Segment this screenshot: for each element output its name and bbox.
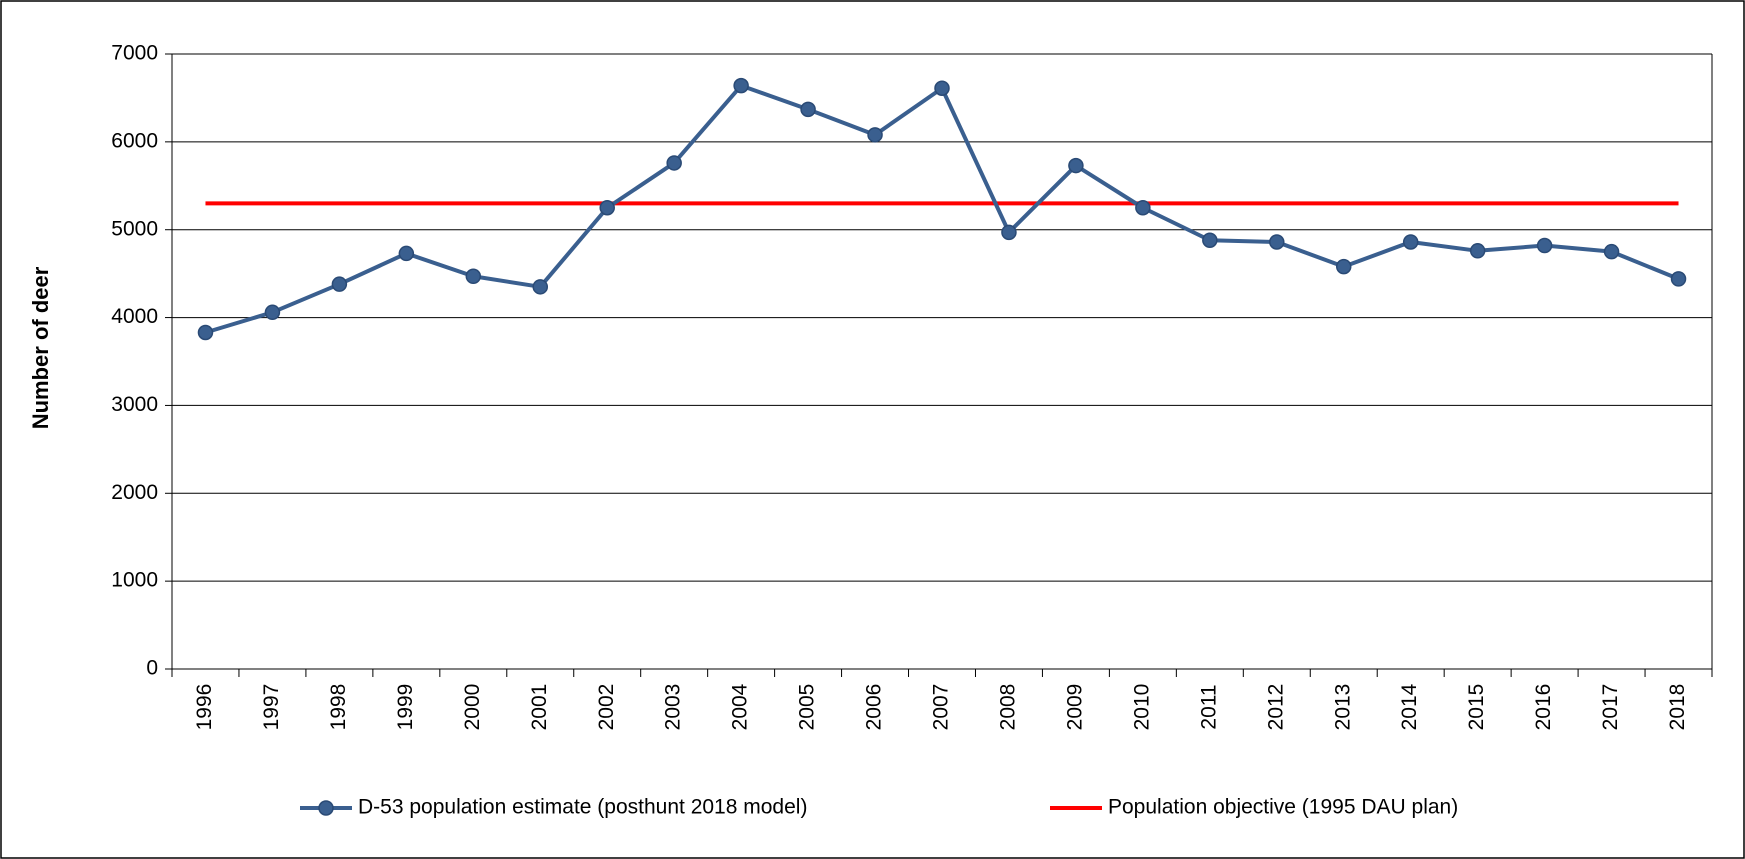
point <box>1469 243 1486 259</box>
x-tick-label: 2014 <box>1398 683 1421 730</box>
point <box>733 77 749 94</box>
point <box>1269 234 1285 250</box>
legend-label: Population objective (1995 DAU plan) <box>1108 796 1458 819</box>
point <box>1068 157 1084 174</box>
x-tick-label: 2006 <box>863 684 886 731</box>
point <box>264 304 281 321</box>
y-tick-label: 2000 <box>111 481 158 504</box>
x-tick-label: 2001 <box>528 684 551 731</box>
x-tick-label: 2007 <box>930 684 953 731</box>
x-tick-label: 2010 <box>1130 684 1153 731</box>
point <box>867 127 883 143</box>
y-tick-label: 0 <box>146 657 158 680</box>
legend-label: D-53 population estimate (posthunt 2018 … <box>358 796 807 819</box>
point <box>331 276 348 292</box>
point <box>398 245 415 262</box>
x-tick-label: 2005 <box>796 684 819 731</box>
y-tick-label: 7000 <box>111 42 158 65</box>
x-tick-label: 2013 <box>1331 684 1354 731</box>
x-tick-label: 2012 <box>1264 684 1287 731</box>
point <box>1536 237 1553 254</box>
x-tick-label: 2003 <box>662 684 685 731</box>
x-tick-label: 2016 <box>1532 684 1555 731</box>
x-tick-label: 2008 <box>997 684 1020 731</box>
x-tick-label: 2015 <box>1465 684 1488 731</box>
y-tick-label: 6000 <box>111 129 158 152</box>
x-tick-label: 1998 <box>327 684 350 731</box>
x-tick-label: 2000 <box>461 684 484 731</box>
point <box>934 80 950 97</box>
point <box>1402 234 1419 250</box>
point <box>1202 232 1218 249</box>
x-tick-label: 2002 <box>595 684 618 731</box>
x-tick-label: 2018 <box>1666 684 1689 731</box>
y-tick-label: 5000 <box>111 217 158 240</box>
y-tick-label: 4000 <box>111 305 158 328</box>
point <box>1335 258 1352 275</box>
x-tick-label: 1996 <box>193 684 216 731</box>
y-tick-label: 3000 <box>111 393 158 416</box>
point <box>800 101 816 118</box>
legend-marker <box>318 800 334 816</box>
point <box>666 155 682 171</box>
y-axis-label: Number of deer <box>28 266 53 429</box>
point <box>197 324 214 341</box>
point <box>532 279 549 295</box>
x-tick-label: 2017 <box>1599 684 1622 731</box>
point <box>1603 243 1620 260</box>
point <box>465 268 482 285</box>
point <box>599 200 615 216</box>
x-tick-label: 2011 <box>1197 684 1220 729</box>
x-tick-label: 1999 <box>394 684 417 731</box>
point <box>1135 200 1151 216</box>
x-tick-label: 2004 <box>729 683 752 730</box>
point <box>1001 224 1017 241</box>
x-tick-label: 1997 <box>260 684 283 731</box>
y-tick-label: 1000 <box>111 569 158 592</box>
x-tick-label: 2009 <box>1063 684 1086 731</box>
point <box>1670 271 1687 287</box>
